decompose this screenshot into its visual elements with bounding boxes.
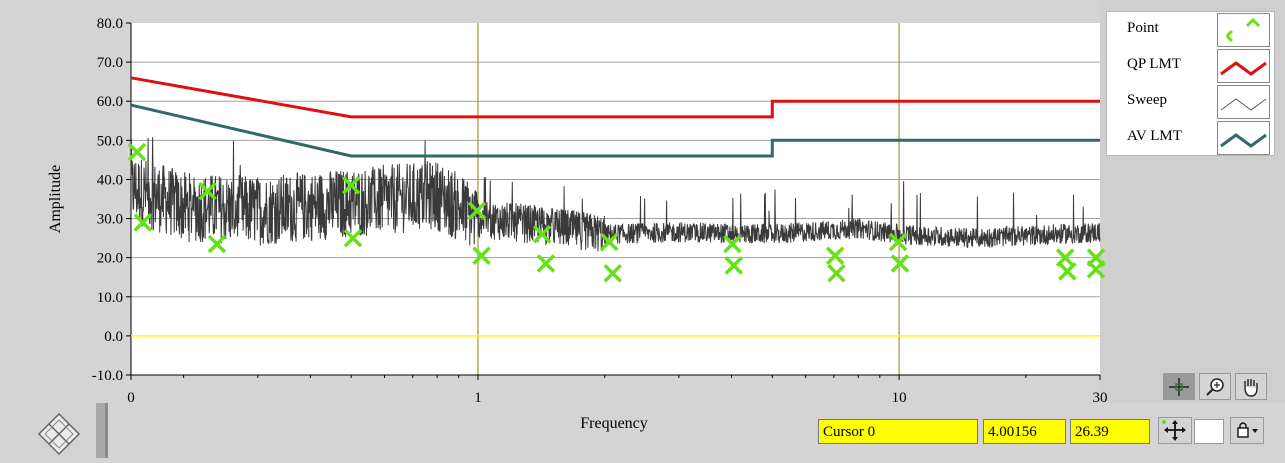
- legend-label: AV LMT: [1127, 128, 1182, 144]
- cursor-move-button[interactable]: [1158, 417, 1192, 444]
- zoom-icon: [1206, 378, 1224, 396]
- move-arrows-icon: [1162, 420, 1186, 441]
- av-lmt-swatch-icon: [1217, 121, 1270, 155]
- y-tick-label: 20.0: [97, 251, 123, 267]
- y-tick-label: 80.0: [97, 16, 123, 32]
- cursor-name-field[interactable]: Cursor 0: [818, 419, 978, 444]
- y-tick-label: 0.0: [104, 329, 123, 345]
- point-marker: [341, 176, 361, 195]
- point-marker: [1086, 260, 1106, 279]
- point-marker: [825, 246, 845, 265]
- hand-icon: [1244, 379, 1258, 397]
- x-tick-label: 10: [892, 390, 907, 406]
- point-marker: [207, 234, 227, 254]
- legend-label: QP LMT: [1127, 56, 1182, 72]
- lock-dropdown-icon: [1237, 422, 1258, 438]
- plot-area: [131, 23, 1100, 375]
- x-tick-label: 1: [474, 390, 482, 406]
- crosshair-cursor-tool[interactable]: [1163, 373, 1195, 400]
- legend-item-qp-lmt[interactable]: QP LMT: [1107, 48, 1274, 83]
- qp-lmt-swatch-icon: [1217, 49, 1270, 83]
- point-marker: [472, 246, 491, 265]
- legend-item-av-lmt[interactable]: AV LMT: [1107, 120, 1274, 155]
- qp-lmt-series-line: [130, 76, 1100, 119]
- cursor-lock-button[interactable]: [1230, 417, 1264, 444]
- av-lmt-series-line: [130, 103, 1100, 158]
- y-tick-label: 70.0: [97, 55, 123, 71]
- y-tick-label: 40.0: [97, 172, 123, 188]
- point-marker: [532, 224, 552, 244]
- cursor-x-value[interactable]: 4.00156: [983, 419, 1066, 444]
- pan-tool[interactable]: [1235, 373, 1267, 400]
- point-marker: [603, 264, 623, 283]
- crosshair-icon: [1169, 378, 1189, 396]
- point-marker: [827, 264, 846, 283]
- y-tick-label: -10.0: [92, 368, 123, 384]
- y-tick-label: 60.0: [97, 94, 123, 110]
- navigation-pad[interactable]: [0, 403, 108, 458]
- point-marker: [723, 234, 742, 254]
- legend-item-point[interactable]: Point: [1107, 12, 1274, 47]
- graph-tool-palette: [1163, 373, 1267, 401]
- x-axis-label: Frequency: [580, 415, 648, 432]
- sweep-series-line: [130, 137, 1101, 252]
- legend-label: Sweep: [1127, 92, 1167, 108]
- point-marker: [198, 181, 217, 201]
- x-tick-label: 0: [127, 390, 135, 406]
- legend-item-sweep[interactable]: Sweep: [1107, 84, 1274, 119]
- cursor-style-swatch[interactable]: [1194, 419, 1224, 444]
- point-marker: [536, 254, 556, 273]
- point-swatch-icon: [1217, 13, 1270, 47]
- legend-label: Point: [1127, 20, 1159, 36]
- point-marker: [127, 142, 147, 162]
- x-tick-label: 30: [1093, 390, 1108, 406]
- y-tick-label: 10.0: [97, 290, 123, 306]
- point-marker: [888, 232, 908, 252]
- point-marker: [343, 228, 363, 248]
- cursor-y-value[interactable]: 26.39: [1070, 419, 1150, 444]
- y-tick-label: 30.0: [97, 212, 123, 228]
- point-marker: [890, 254, 910, 273]
- point-marker: [724, 256, 744, 275]
- y-tick-label: 50.0: [97, 133, 123, 149]
- point-marker: [133, 213, 153, 232]
- diamond-navigation-icon[interactable]: [0, 403, 108, 458]
- plot-legend: Point QP LMT Sweep AV LMT: [1106, 11, 1275, 156]
- point-marker: [1058, 262, 1077, 281]
- point-marker: [600, 232, 619, 252]
- zoom-tool[interactable]: [1199, 373, 1231, 400]
- point-marker: [467, 201, 487, 220]
- sweep-swatch-icon: [1217, 85, 1270, 119]
- y-axis-label: Amplitude: [47, 165, 64, 233]
